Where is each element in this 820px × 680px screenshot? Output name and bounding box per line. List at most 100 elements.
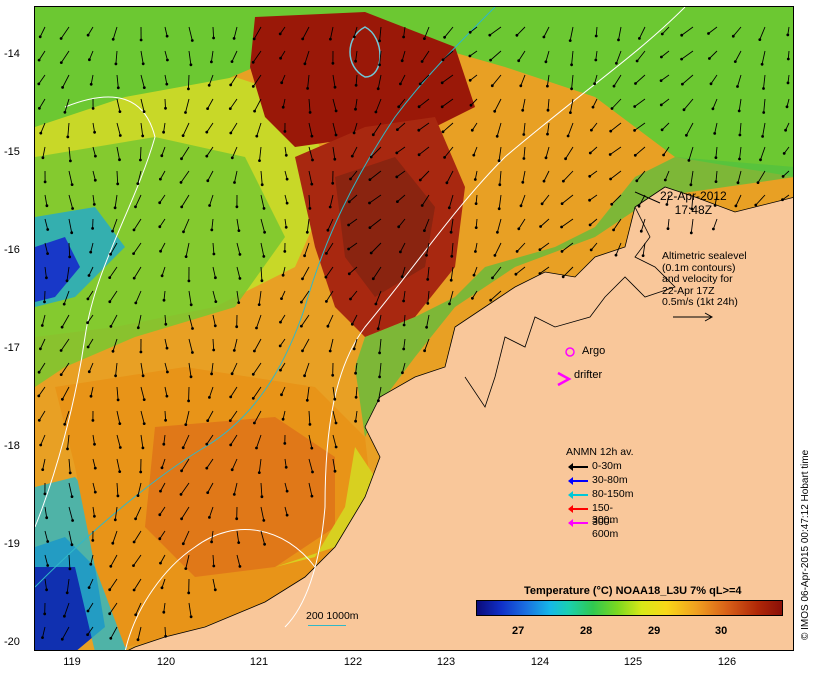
velocity-arrow	[332, 74, 336, 88]
velocity-arrowhead	[350, 322, 354, 326]
velocity-arrowhead	[368, 201, 371, 205]
velocity-arrowhead	[70, 231, 74, 235]
velocity-arrowhead	[37, 394, 41, 398]
velocity-arrowhead	[139, 470, 143, 474]
velocity-arrowhead	[108, 276, 112, 279]
velocity-arrow	[690, 218, 694, 233]
velocity-arrowhead	[522, 133, 526, 136]
velocity-arrow	[325, 266, 334, 278]
velocity-arrow	[140, 410, 145, 424]
velocity-arrowhead	[326, 324, 330, 328]
sst-map-frame[interactable]	[34, 6, 794, 651]
velocity-arrowhead	[136, 182, 140, 186]
velocity-arrow	[308, 122, 313, 137]
velocity-arrow	[44, 506, 48, 518]
velocity-arrowhead	[237, 541, 241, 544]
velocity-arrowhead	[109, 636, 113, 640]
velocity-arrow	[372, 266, 382, 279]
velocity-arrowhead	[334, 109, 338, 113]
drifter-marker	[557, 371, 572, 387]
velocity-arrowhead	[40, 324, 44, 327]
velocity-arrow	[379, 50, 382, 65]
velocity-arrowhead	[519, 204, 523, 208]
sst-green-north	[35, 7, 793, 177]
velocity-arrowhead	[350, 154, 354, 158]
velocity-arrowhead	[65, 279, 69, 283]
velocity-arrow	[164, 338, 168, 349]
velocity-arrow	[470, 98, 478, 106]
velocity-arrowhead	[300, 324, 303, 328]
velocity-arrow	[681, 26, 694, 36]
x-tick-label: 121	[249, 656, 269, 668]
velocity-arrow	[260, 530, 266, 545]
velocity-arrowhead	[141, 62, 145, 66]
velocity-arrow	[185, 554, 190, 569]
velocity-arrow	[140, 122, 144, 136]
velocity-arrow	[377, 386, 382, 401]
velocity-arrowhead	[334, 445, 338, 449]
velocity-arrowhead	[637, 204, 641, 208]
velocity-arrowhead	[281, 417, 285, 421]
velocity-arrowhead	[164, 322, 168, 326]
velocity-arrowhead	[417, 105, 421, 109]
velocity-arrowhead	[660, 55, 663, 59]
velocity-arrow	[230, 122, 238, 134]
velocity-arrow	[634, 122, 646, 131]
velocity-arrow	[490, 290, 502, 301]
velocity-arrow	[401, 50, 406, 61]
velocity-arrow	[212, 26, 215, 39]
velocity-arrow	[375, 98, 382, 113]
velocity-arrowhead	[162, 610, 166, 614]
velocity-arrow	[90, 386, 94, 397]
velocity-arrowhead	[308, 207, 312, 210]
temperature-colorbar	[476, 600, 783, 616]
drifter-label: drifter	[574, 369, 603, 381]
velocity-arrowhead	[139, 350, 143, 354]
velocity-arrow	[112, 218, 118, 232]
velocity-arrowhead	[420, 60, 424, 63]
velocity-arrowhead	[280, 393, 283, 397]
velocity-arrowhead	[347, 223, 350, 227]
velocity-arrowhead	[590, 128, 593, 132]
velocity-arrowhead	[160, 466, 164, 470]
sst-map[interactable]	[35, 7, 794, 651]
velocity-arrow	[180, 170, 190, 183]
sst-warm-inner	[335, 157, 435, 297]
velocity-arrow	[518, 50, 526, 61]
velocity-arrow	[164, 410, 167, 421]
x-tick-label: 122	[343, 656, 363, 668]
velocity-arrow	[332, 434, 337, 448]
velocity-scale-arrowhead	[704, 312, 714, 322]
velocity-arrowhead	[205, 442, 209, 446]
sst-orange-deep	[145, 417, 335, 577]
velocity-arrow	[62, 386, 70, 400]
velocity-arrow	[739, 146, 742, 160]
velocity-arrow	[260, 266, 263, 281]
velocity-arrow	[638, 194, 646, 207]
velocity-arrow	[715, 170, 718, 182]
velocity-arrow	[636, 170, 646, 182]
velocity-arrowhead	[235, 517, 239, 521]
velocity-arrowhead	[279, 368, 282, 372]
velocity-arrowhead	[86, 609, 90, 613]
velocity-arrow	[60, 338, 70, 351]
velocity-arrow	[332, 98, 337, 112]
velocity-arrowhead	[376, 327, 380, 331]
velocity-arrow	[40, 434, 46, 446]
velocity-arrow	[133, 578, 142, 591]
colorbar-tick: 30	[715, 625, 728, 637]
velocity-arrow	[212, 290, 217, 302]
velocity-arrowhead	[352, 35, 356, 39]
velocity-arrow	[563, 170, 574, 182]
velocity-arrow	[137, 314, 142, 328]
velocity-arrowhead	[612, 84, 616, 88]
velocity-arrowhead	[738, 157, 741, 161]
velocity-arrow	[160, 242, 166, 252]
velocity-arrow	[163, 602, 166, 613]
sst-green-patches	[35, 137, 285, 387]
velocity-arrowhead	[305, 230, 309, 234]
velocity-arrow	[304, 362, 310, 376]
velocity-arrow	[618, 26, 622, 40]
y-tick-label: -19	[4, 538, 20, 550]
velocity-arrowhead	[377, 399, 380, 403]
